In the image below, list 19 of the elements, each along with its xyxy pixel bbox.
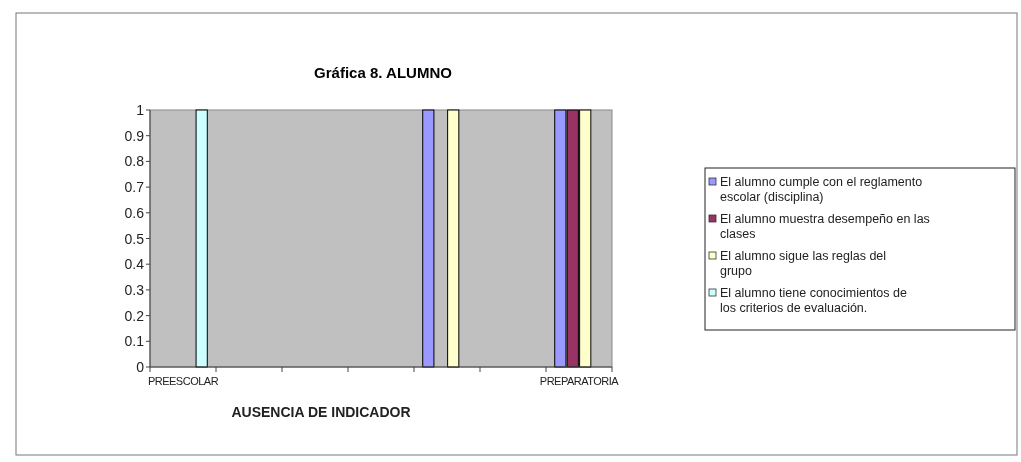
y-tick-label: 0.4 — [124, 256, 145, 273]
legend-label: El alumno sigue las reglas del grupo — [720, 249, 887, 278]
y-tick-label: 0.1 — [124, 333, 145, 350]
y-tick-label: 1 — [136, 102, 145, 118]
x-tick-label: PREESCOLAR — [147, 375, 219, 387]
y-tick-label: 0.2 — [124, 307, 145, 324]
x-tick-label: PREPARATORIA — [539, 375, 620, 387]
y-tick-label: 0.8 — [124, 153, 145, 170]
y-tick-label: 0.5 — [124, 230, 145, 247]
y-tick-label: 0.3 — [124, 281, 145, 298]
y-tick-label: 0.9 — [124, 127, 145, 144]
y-tick-label: 0.6 — [124, 204, 145, 221]
legend-label: El alumno cumple con el reglamento escolar (disciplina) — [720, 175, 923, 204]
legend-label: El alumno tiene conocimientos de los criterios de evaluación. — [720, 286, 907, 315]
x-axis-title: AUSENCIA DE INDICADOR — [231, 404, 411, 420]
y-tick-label: 0 — [136, 359, 145, 375]
legend-label: El alumno muestra desempeño en las clases — [720, 212, 930, 241]
chart-title: Gráfica 8. ALUMNO — [314, 64, 453, 81]
y-tick-label: 0.7 — [124, 179, 145, 196]
